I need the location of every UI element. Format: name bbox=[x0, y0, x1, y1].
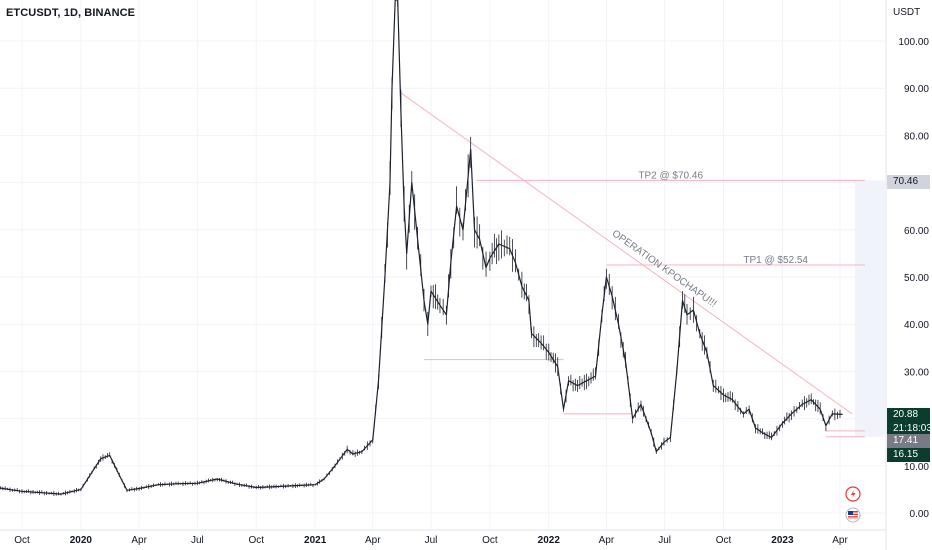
y-axis[interactable]: 0.0010.0020.0030.0040.0050.0060.0070.008… bbox=[885, 0, 930, 550]
y-tick-label[interactable]: 50.00 bbox=[904, 273, 929, 284]
x-tick-label[interactable]: Apr bbox=[365, 535, 381, 546]
axis-unit-label: USDT bbox=[893, 7, 921, 18]
level-label: TP2 @ $70.46 bbox=[638, 170, 703, 181]
countdown-timer: 21:18:03 bbox=[893, 423, 932, 434]
x-tick-label[interactable]: Jul bbox=[425, 535, 438, 546]
y-tick-label[interactable]: 30.00 bbox=[904, 367, 929, 378]
x-tick-label[interactable]: 2023 bbox=[771, 535, 794, 546]
level-label: TP1 @ $52.54 bbox=[743, 255, 808, 266]
event-icons bbox=[845, 486, 861, 523]
y-tick-label[interactable]: 0.00 bbox=[910, 509, 930, 520]
x-tick-label[interactable]: Oct bbox=[248, 535, 264, 546]
x-tick-label[interactable]: Jul bbox=[191, 535, 204, 546]
trendline-line[interactable] bbox=[400, 92, 853, 415]
y-tick-label[interactable]: 90.00 bbox=[904, 84, 929, 95]
us-flag-icon[interactable] bbox=[845, 507, 861, 523]
level-price-tag-1: 17.41 bbox=[887, 434, 930, 448]
target-range-rect bbox=[855, 180, 885, 437]
x-axis[interactable]: Oct 2020 Apr Jul Oct 2021 Apr Jul Oct 2022 Apr Jul O… bbox=[0, 529, 886, 546]
horizontal-levels: TP2 @ $70.46 TP1 @ $52.54 bbox=[423, 170, 865, 438]
y-tick-label[interactable]: 40.00 bbox=[904, 320, 929, 331]
y-tick-label[interactable]: 60.00 bbox=[904, 226, 929, 237]
level-price-tag-2: 16.15 bbox=[887, 448, 930, 462]
lightning-icon[interactable] bbox=[845, 486, 861, 502]
y-tick-label[interactable]: 80.00 bbox=[904, 131, 929, 142]
x-tick-label[interactable]: Oct bbox=[482, 535, 498, 546]
x-tick-label[interactable]: 2022 bbox=[538, 535, 561, 546]
x-tick-label[interactable]: Apr bbox=[599, 535, 615, 546]
y-tick-label[interactable]: 100.00 bbox=[898, 37, 929, 48]
last-price-tag[interactable]: 20.88 21:18:03 bbox=[887, 408, 932, 436]
x-tick-label[interactable]: Apr bbox=[131, 535, 147, 546]
x-tick-label[interactable]: Apr bbox=[832, 535, 848, 546]
target-range-zone bbox=[855, 180, 885, 437]
price-line bbox=[0, 0, 843, 495]
x-tick-label[interactable]: 2021 bbox=[304, 535, 327, 546]
trendline-label: OPERATION KPOCHAPU!!! bbox=[610, 228, 719, 310]
price-series bbox=[0, 0, 843, 496]
last-price-value: 20.88 bbox=[893, 409, 919, 420]
x-tick-label[interactable]: Jul bbox=[658, 535, 671, 546]
tp2-price-tag: 70.46 bbox=[887, 175, 930, 189]
x-tick-label[interactable]: 2020 bbox=[70, 535, 93, 546]
y-tick-label[interactable]: 10.00 bbox=[904, 462, 929, 473]
x-tick-label[interactable]: Oct bbox=[14, 535, 30, 546]
symbol-title[interactable]: ETCUSDT, 1D, BINANCE bbox=[6, 7, 136, 19]
x-tick-label[interactable]: Oct bbox=[716, 535, 732, 546]
